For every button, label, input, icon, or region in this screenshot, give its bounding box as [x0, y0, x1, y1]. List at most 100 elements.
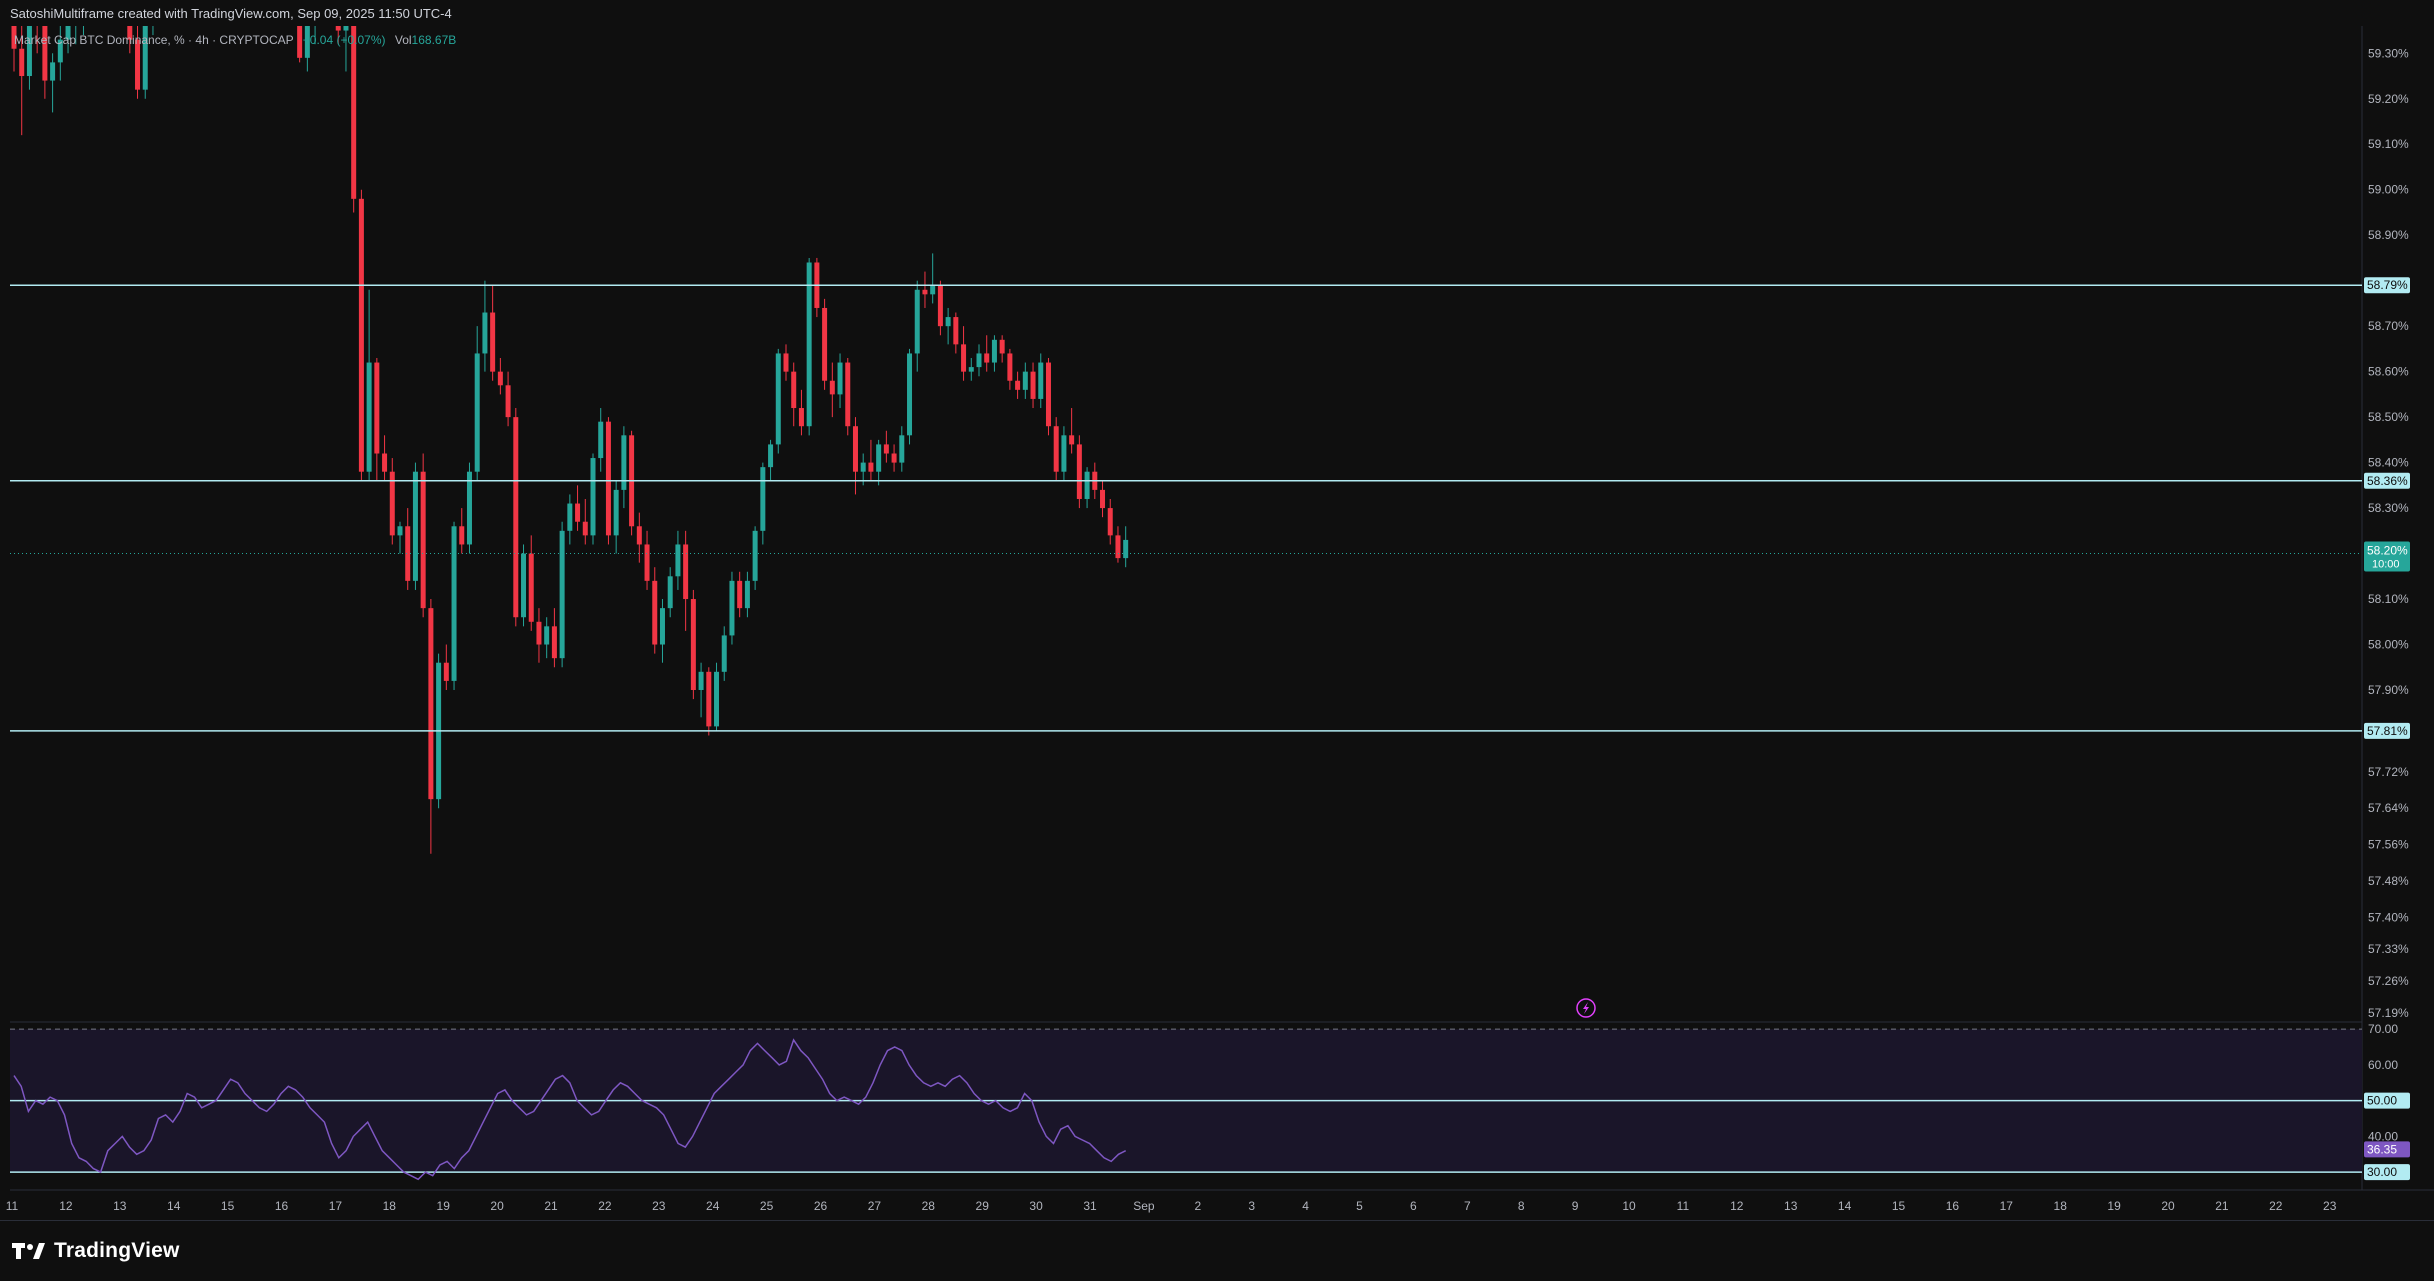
candle-body[interactable] — [953, 317, 959, 345]
candle-body[interactable] — [96, 0, 101, 8]
candle-body[interactable] — [575, 503, 581, 522]
candle-body[interactable] — [852, 426, 858, 472]
candle-body[interactable] — [930, 285, 936, 295]
candle-body[interactable] — [891, 453, 897, 463]
candle-body[interactable] — [775, 353, 781, 445]
candle-body[interactable] — [343, 17, 349, 31]
candle-body[interactable] — [304, 26, 310, 58]
candle-body[interactable] — [65, 26, 71, 40]
candle-body[interactable] — [251, 0, 256, 8]
candle-body[interactable] — [1076, 444, 1082, 499]
candle-body[interactable] — [50, 62, 56, 81]
candle-body[interactable] — [783, 353, 789, 372]
candle-body[interactable] — [536, 621, 542, 645]
candle-body[interactable] — [845, 362, 851, 427]
rsi-line[interactable] — [13, 1038, 1127, 1181]
candle-body[interactable] — [19, 48, 25, 77]
candle-body[interactable] — [205, 0, 210, 8]
candle-body[interactable] — [768, 444, 774, 468]
candle-body[interactable] — [42, 26, 48, 81]
candle-body[interactable] — [351, 17, 357, 199]
candle-body[interactable] — [822, 307, 828, 381]
candle-body[interactable] — [1022, 371, 1028, 390]
candle-body[interactable] — [984, 353, 990, 363]
candle-body[interactable] — [652, 580, 658, 645]
candle-body[interactable] — [1038, 362, 1044, 399]
candle-body[interactable] — [1084, 471, 1090, 499]
candle-body[interactable] — [636, 526, 642, 545]
candle-body[interactable] — [999, 339, 1005, 354]
candle-body[interactable] — [706, 671, 712, 727]
candle-body[interactable] — [228, 0, 233, 8]
candle-body[interactable] — [282, 0, 287, 8]
candle-body[interactable] — [528, 553, 534, 622]
candle-body[interactable] — [212, 0, 217, 3]
candle-body[interactable] — [737, 580, 743, 609]
candle-body[interactable] — [197, 0, 202, 8]
candle-body[interactable] — [907, 353, 913, 436]
candle-body[interactable] — [428, 608, 434, 800]
chart-canvas[interactable]: 59.30% 59.20% 59.10% 59.00% 58.90% 58.70% 58.6… — [0, 0, 2434, 1220]
candle-body[interactable] — [490, 312, 496, 372]
candle-body[interactable] — [405, 526, 411, 581]
candle-body[interactable] — [466, 471, 472, 545]
candle-body[interactable] — [320, 0, 325, 8]
candle-body[interactable] — [89, 0, 94, 8]
candle-body[interactable] — [374, 362, 380, 454]
candle-body[interactable] — [451, 526, 457, 681]
candle-body[interactable] — [505, 385, 511, 418]
candle-body[interactable] — [81, 8, 86, 17]
candle-body[interactable] — [559, 530, 565, 659]
candle-body[interactable] — [714, 671, 720, 727]
candle-body[interactable] — [120, 0, 125, 8]
candle-body[interactable] — [1069, 435, 1075, 445]
candle-body[interactable] — [150, 8, 155, 17]
candle-body[interactable] — [1123, 539, 1129, 559]
candle-body[interactable] — [235, 0, 240, 8]
candle-body[interactable] — [189, 0, 194, 8]
candle-body[interactable] — [313, 8, 318, 26]
candle-body[interactable] — [166, 0, 171, 3]
tradingview-logo[interactable]: TradingView — [12, 1239, 180, 1263]
candle-body[interactable] — [443, 662, 449, 681]
candle-body[interactable] — [57, 39, 63, 63]
candle-body[interactable] — [937, 285, 943, 327]
candle-body[interactable] — [744, 580, 750, 609]
candle-body[interactable] — [721, 635, 727, 672]
candle-body[interactable] — [243, 0, 248, 8]
candle-body[interactable] — [806, 262, 812, 427]
candle-body[interactable] — [1030, 371, 1036, 399]
candle-body[interactable] — [1015, 380, 1021, 390]
candle-body[interactable] — [142, 17, 148, 90]
candle-body[interactable] — [459, 526, 465, 545]
candle-body[interactable] — [1100, 489, 1106, 509]
candle-body[interactable] — [621, 435, 627, 490]
candle-body[interactable] — [1045, 362, 1051, 427]
candle-body[interactable] — [582, 521, 588, 536]
candle-body[interactable] — [1115, 535, 1121, 559]
candle-body[interactable] — [976, 353, 982, 368]
candle-body[interactable] — [945, 317, 951, 327]
candle-body[interactable] — [220, 0, 225, 3]
candle-body[interactable] — [26, 17, 32, 77]
candle-body[interactable] — [335, 17, 341, 31]
candle-body[interactable] — [11, 8, 17, 49]
candle-body[interactable] — [613, 489, 619, 536]
candle-body[interactable] — [544, 626, 550, 645]
candle-body[interactable] — [297, 3, 303, 58]
candle-body[interactable] — [112, 0, 117, 8]
candle-body[interactable] — [690, 599, 696, 690]
candle-body[interactable] — [860, 462, 866, 472]
candle-body[interactable] — [876, 444, 882, 472]
candle-body[interactable] — [174, 0, 179, 3]
symbol-legend[interactable]: Market Cap BTC Dominance, % · 4h · CRYPT… — [14, 33, 456, 47]
candle-body[interactable] — [474, 353, 480, 472]
candle-body[interactable] — [590, 458, 596, 536]
candle-body[interactable] — [358, 198, 364, 472]
candle-body[interactable] — [389, 471, 395, 536]
candle-body[interactable] — [605, 421, 611, 536]
candle-body[interactable] — [135, 39, 141, 90]
candle-body[interactable] — [73, 17, 78, 26]
candle-body[interactable] — [521, 553, 527, 618]
symbol-title[interactable]: Market Cap BTC Dominance, % · 4h · CRYPT… — [14, 33, 294, 47]
